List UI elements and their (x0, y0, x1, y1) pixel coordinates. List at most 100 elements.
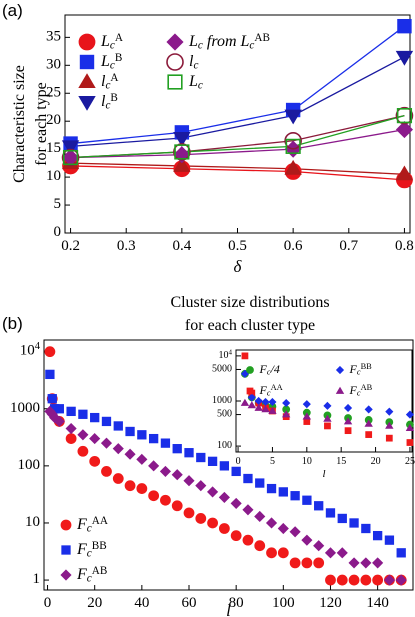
data-point (360, 557, 372, 569)
data-point (247, 393, 256, 402)
y-tick-label: 104 (219, 348, 233, 361)
y-tick-label: 100 (18, 457, 41, 473)
x-tick-label: 0 (44, 595, 52, 611)
data-point (207, 456, 218, 466)
series-line (70, 25, 405, 145)
data-point (364, 419, 373, 427)
data-point (137, 430, 147, 440)
data-point (44, 346, 56, 358)
data-point (173, 157, 191, 172)
data-point (314, 501, 324, 511)
data-point (218, 491, 230, 503)
legend-label: FcAB (349, 383, 373, 398)
data-point (396, 548, 406, 558)
data-point (254, 510, 266, 523)
data-point (183, 475, 195, 487)
data-point (113, 421, 123, 431)
data-point (89, 455, 101, 467)
data-point (284, 109, 302, 125)
data-point (277, 547, 289, 559)
data-point (47, 394, 57, 404)
y-tick-label: 20 (46, 113, 61, 129)
x-axis-label: l (322, 468, 325, 480)
legend-label: Lc (188, 73, 203, 91)
data-point (265, 517, 278, 529)
y-tick-label: 30 (46, 57, 61, 73)
series-line (70, 165, 405, 181)
data-point (196, 452, 206, 463)
data-point (284, 159, 302, 175)
x-tick-label: 0.5 (228, 238, 247, 254)
data-point (278, 487, 288, 497)
data-point (405, 423, 415, 431)
data-point (243, 473, 253, 484)
data-point (324, 547, 337, 559)
data-point (219, 461, 230, 471)
data-point (54, 404, 64, 414)
data-point (183, 507, 195, 519)
legend-label: FcAA (76, 515, 108, 534)
data-point (336, 574, 348, 586)
data-point (324, 422, 331, 430)
legend-marker (166, 33, 184, 51)
data-point (173, 131, 191, 147)
data-point (173, 143, 191, 161)
data-point (289, 526, 301, 538)
data-point (148, 433, 159, 444)
y-tick-label: 5000 (212, 364, 232, 375)
data-point (61, 148, 80, 167)
data-point (268, 397, 277, 407)
data-point (89, 433, 101, 445)
data-point (231, 466, 241, 477)
legend-marker (78, 96, 96, 111)
data-point (281, 410, 291, 418)
data-point (302, 412, 312, 420)
data-point (112, 443, 124, 455)
data-point (395, 574, 407, 586)
data-point (136, 453, 148, 465)
data-point (361, 523, 371, 534)
data-point (254, 403, 263, 411)
x-tick-label: 60 (182, 595, 197, 611)
data-point (90, 412, 100, 423)
data-point (268, 406, 277, 414)
data-point (247, 401, 257, 409)
legend-marker (166, 53, 184, 71)
data-point (195, 513, 207, 524)
data-point (385, 407, 394, 416)
data-point (65, 422, 77, 435)
data-point (240, 398, 250, 406)
data-point (385, 421, 394, 429)
series-line (70, 114, 405, 159)
x-tick-label: 0.3 (117, 238, 136, 254)
legend-marker (246, 387, 254, 395)
legend-label: Lc from LcAB (188, 32, 270, 51)
data-point (174, 144, 190, 160)
data-point (343, 403, 353, 413)
y-tick-label: 10 (46, 169, 61, 185)
data-point (171, 500, 183, 512)
data-point (372, 530, 383, 541)
data-point (395, 165, 414, 181)
legend-label: FcAB (76, 565, 107, 584)
data-point (254, 540, 266, 552)
data-point (396, 108, 413, 124)
legend-label: FcAA (259, 383, 283, 398)
data-point (61, 140, 80, 156)
y-tick-label: 15 (46, 141, 61, 157)
data-point (383, 574, 395, 586)
data-point (384, 535, 395, 545)
data-point (285, 138, 301, 154)
chart-title: Cluster size distributions (170, 294, 329, 311)
data-point (266, 483, 277, 494)
data-point (159, 465, 171, 477)
series-line (70, 128, 405, 159)
data-point (284, 131, 302, 150)
data-point (171, 469, 183, 481)
legend-marker (167, 74, 183, 90)
data-point (302, 400, 311, 409)
data-point (325, 508, 336, 518)
y-tick-label: 100 (217, 440, 232, 451)
legend-marker (60, 569, 72, 581)
data-point (406, 439, 414, 446)
